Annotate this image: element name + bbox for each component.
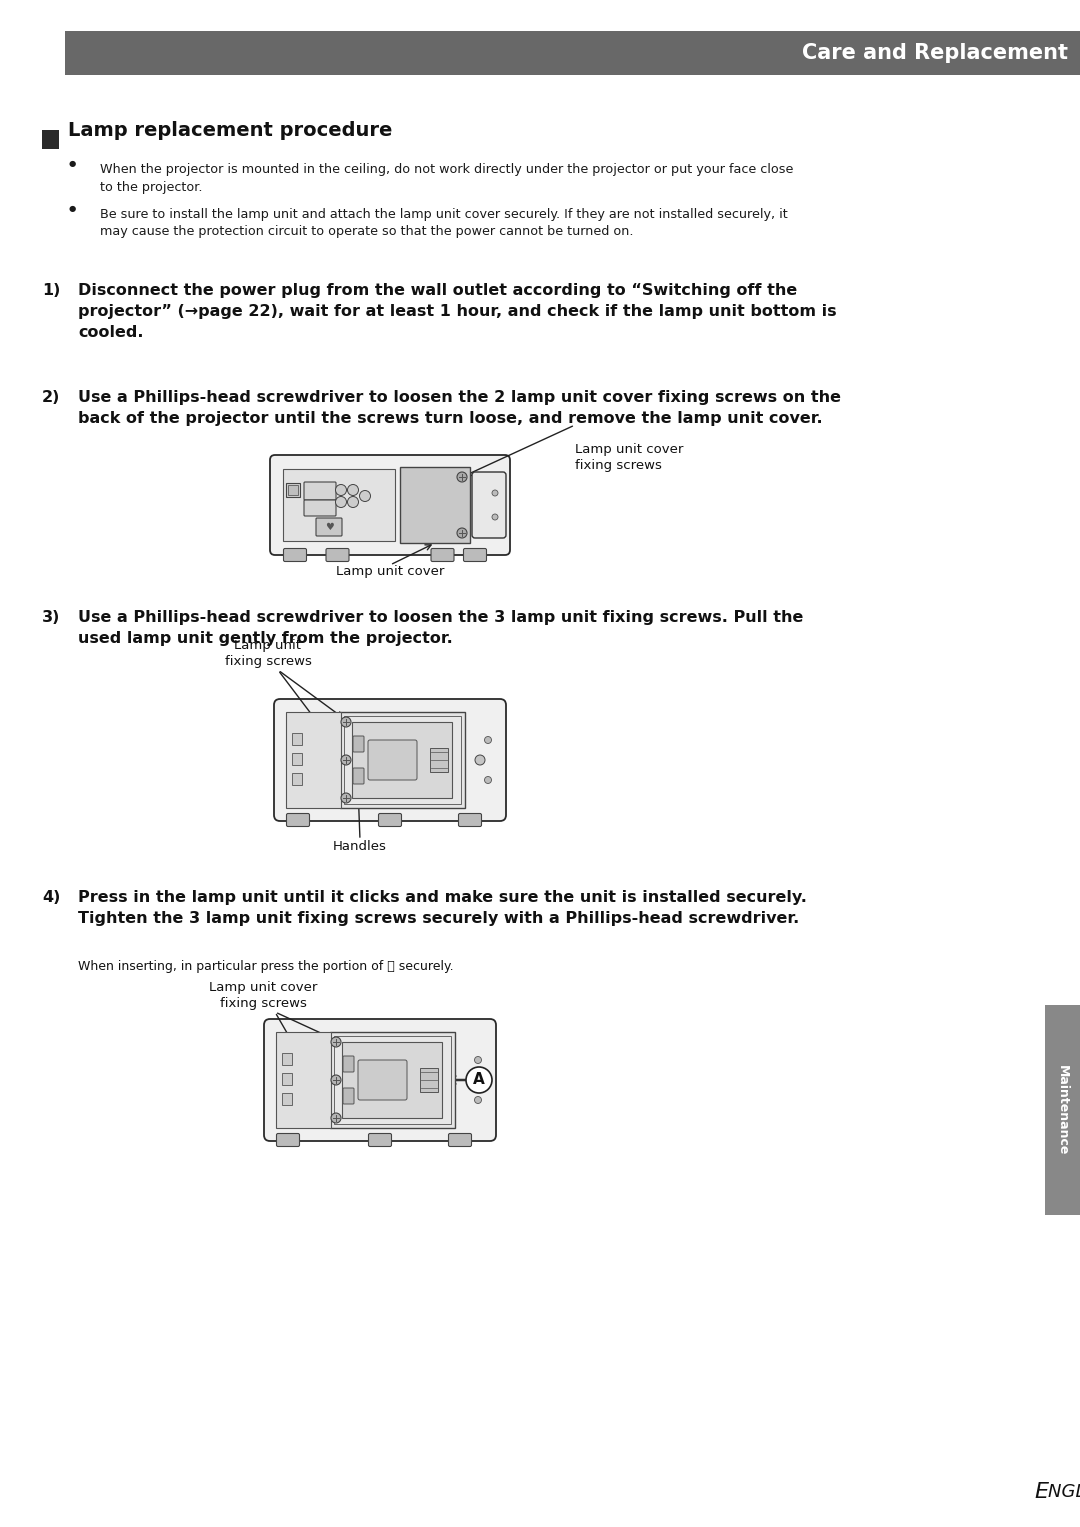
Circle shape bbox=[492, 515, 498, 521]
Bar bbox=[282, 1054, 292, 1064]
Text: A: A bbox=[473, 1072, 485, 1087]
FancyBboxPatch shape bbox=[357, 1060, 407, 1099]
Bar bbox=[420, 1067, 438, 1092]
Bar bbox=[282, 1093, 292, 1106]
Circle shape bbox=[330, 1113, 341, 1122]
Bar bbox=[65, 31, 1080, 75]
Bar bbox=[330, 1032, 455, 1128]
FancyBboxPatch shape bbox=[368, 1133, 391, 1147]
Bar bbox=[352, 722, 453, 799]
Text: 4): 4) bbox=[42, 890, 60, 906]
Circle shape bbox=[485, 736, 491, 744]
Text: When inserting, in particular press the portion of Ⓐ securely.: When inserting, in particular press the … bbox=[78, 960, 454, 973]
FancyBboxPatch shape bbox=[353, 736, 364, 751]
Circle shape bbox=[336, 484, 347, 495]
Bar bbox=[345, 716, 461, 805]
Text: Be sure to install the lamp unit and attach the lamp unit cover securely. If the: Be sure to install the lamp unit and att… bbox=[100, 208, 787, 238]
FancyBboxPatch shape bbox=[448, 1133, 472, 1147]
FancyBboxPatch shape bbox=[343, 1089, 354, 1104]
FancyBboxPatch shape bbox=[274, 699, 507, 822]
Bar bbox=[282, 1073, 292, 1086]
Text: Lamp unit cover
fixing screws: Lamp unit cover fixing screws bbox=[208, 980, 318, 1009]
FancyBboxPatch shape bbox=[316, 518, 342, 536]
Text: ●: ● bbox=[68, 205, 76, 212]
Text: When the projector is mounted in the ceiling, do not work directly under the pro: When the projector is mounted in the cei… bbox=[100, 163, 794, 194]
Text: Lamp replacement procedure: Lamp replacement procedure bbox=[68, 122, 392, 140]
Bar bbox=[42, 130, 59, 150]
Circle shape bbox=[341, 718, 351, 727]
Text: Use a Phillips-head screwdriver to loosen the 2 lamp unit cover fixing screws on: Use a Phillips-head screwdriver to loose… bbox=[78, 389, 841, 426]
Bar bbox=[342, 1041, 442, 1118]
FancyBboxPatch shape bbox=[353, 768, 364, 783]
FancyBboxPatch shape bbox=[343, 1057, 354, 1072]
Text: Handles: Handles bbox=[333, 840, 387, 854]
Bar bbox=[400, 467, 470, 544]
FancyBboxPatch shape bbox=[270, 455, 510, 554]
Text: 2): 2) bbox=[42, 389, 60, 405]
Circle shape bbox=[474, 1057, 482, 1063]
Text: 3): 3) bbox=[42, 609, 60, 625]
FancyBboxPatch shape bbox=[276, 1133, 299, 1147]
FancyBboxPatch shape bbox=[286, 814, 310, 826]
FancyBboxPatch shape bbox=[463, 548, 486, 562]
Circle shape bbox=[457, 472, 467, 483]
Bar bbox=[286, 483, 300, 496]
FancyBboxPatch shape bbox=[431, 548, 454, 562]
Circle shape bbox=[474, 1096, 482, 1104]
Bar bbox=[1045, 1005, 1080, 1215]
Text: Maintenance: Maintenance bbox=[1055, 1064, 1068, 1156]
FancyBboxPatch shape bbox=[472, 472, 507, 538]
FancyBboxPatch shape bbox=[303, 483, 336, 499]
FancyBboxPatch shape bbox=[368, 741, 417, 780]
FancyBboxPatch shape bbox=[303, 499, 336, 516]
Text: E: E bbox=[1034, 1483, 1048, 1503]
Text: Disconnect the power plug from the wall outlet according to “Switching off the
p: Disconnect the power plug from the wall … bbox=[78, 282, 837, 341]
Text: 1): 1) bbox=[42, 282, 60, 298]
Circle shape bbox=[330, 1037, 341, 1048]
Bar bbox=[288, 486, 298, 495]
Bar bbox=[292, 773, 302, 785]
Circle shape bbox=[485, 777, 491, 783]
Text: Care and Replacement: Care and Replacement bbox=[802, 43, 1068, 63]
FancyBboxPatch shape bbox=[459, 814, 482, 826]
Text: ●: ● bbox=[68, 159, 76, 168]
Text: Lamp unit cover
fixing screws: Lamp unit cover fixing screws bbox=[575, 443, 684, 472]
Bar bbox=[276, 1032, 330, 1128]
Circle shape bbox=[348, 496, 359, 507]
Bar bbox=[292, 753, 302, 765]
FancyBboxPatch shape bbox=[326, 548, 349, 562]
Bar bbox=[283, 469, 395, 541]
Text: Press in the lamp unit until it clicks and make sure the unit is installed secur: Press in the lamp unit until it clicks a… bbox=[78, 890, 807, 925]
FancyBboxPatch shape bbox=[264, 1019, 496, 1141]
FancyBboxPatch shape bbox=[283, 548, 307, 562]
Bar bbox=[334, 1035, 451, 1124]
Circle shape bbox=[492, 490, 498, 496]
Circle shape bbox=[457, 528, 467, 538]
Text: NGLISH - 49: NGLISH - 49 bbox=[1048, 1483, 1080, 1501]
Circle shape bbox=[465, 1067, 492, 1093]
FancyBboxPatch shape bbox=[378, 814, 402, 826]
Text: Lamp unit
fixing screws: Lamp unit fixing screws bbox=[225, 638, 311, 667]
Text: Use a Phillips-head screwdriver to loosen the 3 lamp unit fixing screws. Pull th: Use a Phillips-head screwdriver to loose… bbox=[78, 609, 804, 646]
Text: ♥: ♥ bbox=[325, 522, 334, 531]
Circle shape bbox=[348, 484, 359, 495]
Circle shape bbox=[360, 490, 370, 501]
Bar bbox=[286, 712, 341, 808]
Circle shape bbox=[341, 754, 351, 765]
Circle shape bbox=[336, 496, 347, 507]
Bar bbox=[292, 733, 302, 745]
Circle shape bbox=[475, 754, 485, 765]
Text: Lamp unit cover: Lamp unit cover bbox=[336, 565, 444, 579]
Bar bbox=[340, 712, 465, 808]
Bar bbox=[430, 748, 448, 773]
Circle shape bbox=[341, 793, 351, 803]
Circle shape bbox=[330, 1075, 341, 1086]
